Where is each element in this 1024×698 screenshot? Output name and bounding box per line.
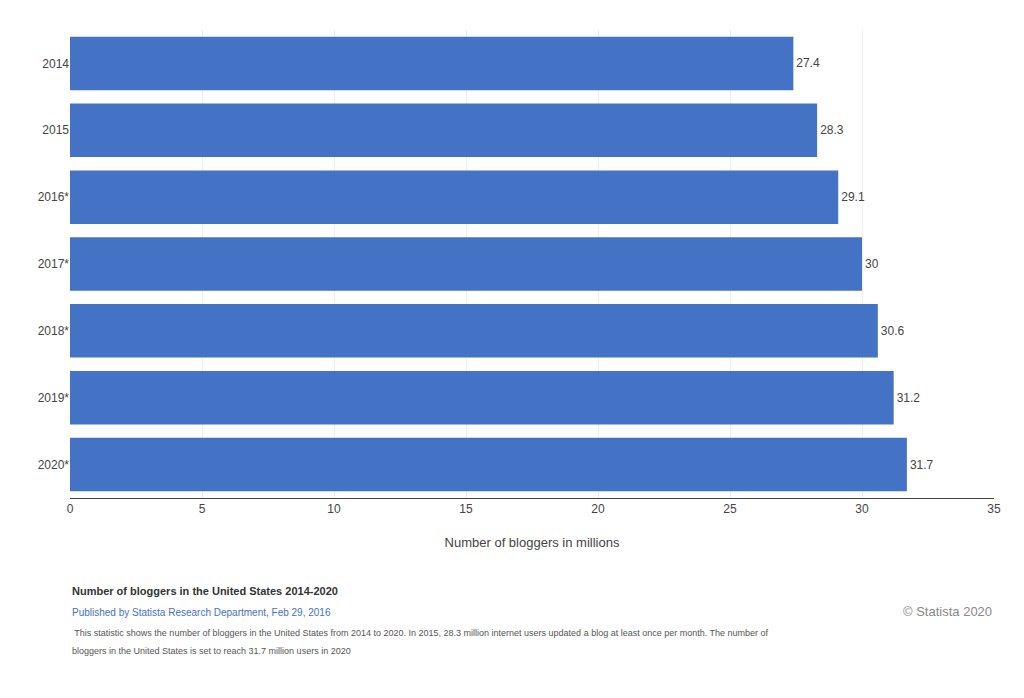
svg-text:0: 0	[67, 502, 74, 516]
svg-text:5: 5	[199, 502, 206, 516]
svg-text:25: 25	[723, 502, 737, 516]
svg-text:Number of bloggers in the Unit: Number of bloggers in the United States …	[72, 585, 338, 597]
svg-text:30: 30	[865, 257, 879, 271]
svg-text:2017*: 2017*	[38, 257, 70, 271]
svg-text:This statistic shows the numbe: This statistic shows the number of blogg…	[72, 628, 769, 638]
svg-text:31.7: 31.7	[910, 458, 934, 472]
svg-text:30.6: 30.6	[881, 324, 905, 338]
svg-text:2016*: 2016*	[38, 190, 70, 204]
svg-text:2020*: 2020*	[38, 458, 70, 472]
svg-text:30: 30	[855, 502, 869, 516]
svg-text:bloggers in the United States: bloggers in the United States is set to …	[72, 646, 351, 656]
svg-text:20: 20	[591, 502, 605, 516]
svg-text:2018*: 2018*	[38, 324, 70, 338]
svg-text:10: 10	[327, 502, 341, 516]
svg-text:Number of bloggers in millions: Number of bloggers in millions	[445, 535, 620, 550]
svg-text:15: 15	[459, 502, 473, 516]
svg-text:2019*: 2019*	[38, 391, 70, 405]
svg-text:2015: 2015	[42, 123, 69, 137]
svg-text:27.4: 27.4	[796, 56, 820, 70]
svg-text:© Statista 2020: © Statista 2020	[903, 604, 992, 619]
svg-text:35: 35	[987, 502, 1001, 516]
svg-text:Published by Statista Research: Published by Statista Research Departmen…	[72, 607, 331, 618]
svg-text:31.2: 31.2	[897, 391, 921, 405]
svg-text:28.3: 28.3	[820, 123, 844, 137]
svg-text:2014: 2014	[42, 57, 69, 71]
svg-text:29.1: 29.1	[841, 190, 865, 204]
